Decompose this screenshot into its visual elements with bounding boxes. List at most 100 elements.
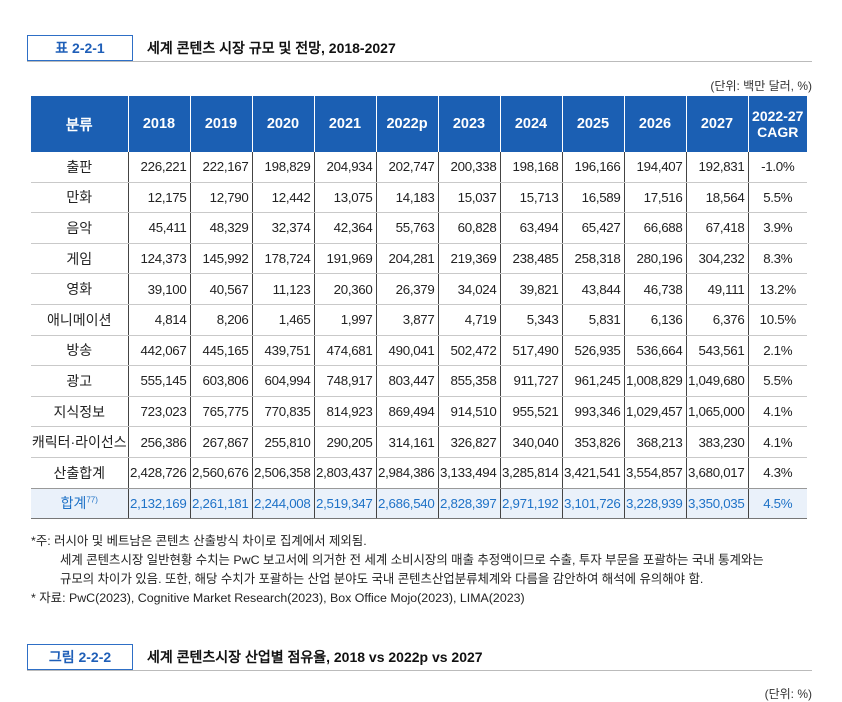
table-row: 방송 442,067 445,165 439,751 474,681 490,041 502… (31, 335, 807, 367)
value-cell: 290,205 (313, 426, 376, 458)
table-caption-divider (27, 61, 812, 62)
value-cell: 442,067 (127, 335, 190, 367)
note-pwc-basis-cont: 규모의 차이가 있음. 또한, 해당 수치가 포괄하는 산업 분야도 국내 콘텐… (60, 572, 704, 586)
value-cell: 3,554,857 (623, 457, 686, 489)
table-row: 음악 45,411 48,329 32,374 42,364 55,763 60,828 63… (31, 212, 807, 244)
value-cell: 2,428,726 (127, 457, 190, 489)
cagr-cell: 4.3% (747, 457, 807, 489)
value-cell: 3,133,494 (437, 457, 500, 489)
value-cell: 20,360 (313, 273, 376, 305)
value-cell: 765,775 (189, 396, 252, 428)
value-cell: 45,411 (127, 212, 190, 244)
value-cell: 3,285,814 (499, 457, 562, 489)
value-cell: 2,506,358 (251, 457, 314, 489)
value-cell: 770,835 (251, 396, 314, 428)
total-value-cell: 3,350,035 (685, 488, 748, 520)
value-cell: 5,343 (499, 304, 562, 336)
total-value-cell: 2,971,192 (499, 488, 562, 520)
value-cell: 383,230 (685, 426, 748, 458)
value-cell: 1,029,457 (623, 396, 686, 428)
value-cell: 1,065,000 (685, 396, 748, 428)
value-cell: 314,161 (375, 426, 438, 458)
value-cell: 3,421,541 (561, 457, 624, 489)
value-cell: 267,867 (189, 426, 252, 458)
header-year: 2019 (189, 96, 252, 152)
cagr-cell: 2.1% (747, 335, 807, 367)
value-cell: 65,427 (561, 212, 624, 244)
value-cell: 326,827 (437, 426, 500, 458)
value-cell: 198,168 (499, 152, 562, 183)
value-cell: 543,561 (685, 335, 748, 367)
value-cell: 748,917 (313, 365, 376, 397)
table-caption-title: 세계 콘텐츠 시장 규모 및 전망, 2018-2027 (147, 40, 396, 56)
cagr-cell: -1.0% (747, 152, 807, 183)
value-cell: 198,829 (251, 152, 314, 183)
value-cell: 603,806 (189, 365, 252, 397)
header-year: 2026 (623, 96, 686, 152)
cagr-cell: 4.1% (747, 396, 807, 428)
value-cell: 12,175 (127, 182, 190, 214)
table-caption-tag: 표 2-2-1 (27, 35, 133, 61)
cagr-cell: 8.3% (747, 243, 807, 275)
value-cell: 490,041 (375, 335, 438, 367)
value-cell: 258,318 (561, 243, 624, 275)
total-category: 합계77) (31, 488, 128, 520)
value-cell: 194,407 (623, 152, 686, 183)
figure-caption-divider (27, 670, 812, 671)
header-year: 2022p (375, 96, 438, 152)
figure-unit-label: (단위: %) (764, 687, 812, 701)
value-cell: 911,727 (499, 365, 562, 397)
value-cell: 2,803,437 (313, 457, 376, 489)
value-cell: 67,418 (685, 212, 748, 244)
value-cell: 202,747 (375, 152, 438, 183)
value-cell: 3,680,017 (685, 457, 748, 489)
value-cell: 256,386 (127, 426, 190, 458)
row-category: 만화 (31, 182, 128, 214)
value-cell: 60,828 (437, 212, 500, 244)
value-cell: 13,075 (313, 182, 376, 214)
value-cell: 42,364 (313, 212, 376, 244)
header-year: 2018 (127, 96, 190, 152)
table-row: 영화 39,100 40,567 11,123 20,360 26,379 34,024 39… (31, 273, 807, 305)
value-cell: 16,589 (561, 182, 624, 214)
value-cell: 11,123 (251, 273, 314, 305)
value-cell: 204,281 (375, 243, 438, 275)
value-cell: 439,751 (251, 335, 314, 367)
value-cell: 55,763 (375, 212, 438, 244)
row-category: 지식정보 (31, 396, 128, 428)
table-row: 게임 124,373 145,992 178,724 191,969 204,281 219… (31, 243, 807, 275)
value-cell: 368,213 (623, 426, 686, 458)
value-cell: 955,521 (499, 396, 562, 428)
header-cagr-label: CAGR (757, 124, 799, 140)
table-row: 산출합계 2,428,726 2,560,676 2,506,358 2,803,437… (31, 457, 807, 489)
value-cell: 39,100 (127, 273, 190, 305)
value-cell: 8,206 (189, 304, 252, 336)
value-cell: 993,346 (561, 396, 624, 428)
total-value-cell: 3,228,939 (623, 488, 686, 520)
cagr-cell: 5.5% (747, 182, 807, 214)
row-category: 출판 (31, 152, 128, 183)
note-pwc-basis: 세계 콘텐츠시장 일반현황 수치는 PwC 보고서에 의거한 전 세계 소비시장… (60, 553, 764, 567)
value-cell: 43,844 (561, 273, 624, 305)
market-size-table: 분류 2018 2019 2020 2021 2022p 2023 2024 2… (31, 96, 807, 520)
total-value-cell: 2,244,008 (251, 488, 314, 520)
value-cell: 226,221 (127, 152, 190, 183)
table-row: 캐릭터·라이선스 256,386 267,867 255,810 290,205 314,… (31, 426, 807, 458)
header-year: 2024 (499, 96, 562, 152)
cagr-cell: 5.5% (747, 365, 807, 397)
total-value-cell: 2,686,540 (375, 488, 438, 520)
total-value-cell: 2,519,347 (313, 488, 376, 520)
total-value-cell: 2,132,169 (127, 488, 190, 520)
value-cell: 40,567 (189, 273, 252, 305)
value-cell: 604,994 (251, 365, 314, 397)
cagr-cell: 10.5% (747, 304, 807, 336)
note-exclusion: *주: 러시아 및 베트남은 콘텐츠 산출방식 차이로 집계에서 제외됨. (31, 534, 367, 548)
value-cell: 63,494 (499, 212, 562, 244)
table-body: 출판 226,221 222,167 198,829 204,934 202,747 200… (31, 152, 807, 520)
value-cell: 238,485 (499, 243, 562, 275)
total-value-cell: 2,828,397 (437, 488, 500, 520)
value-cell: 3,877 (375, 304, 438, 336)
value-cell: 914,510 (437, 396, 500, 428)
cagr-cell: 4.1% (747, 426, 807, 458)
value-cell: 555,145 (127, 365, 190, 397)
